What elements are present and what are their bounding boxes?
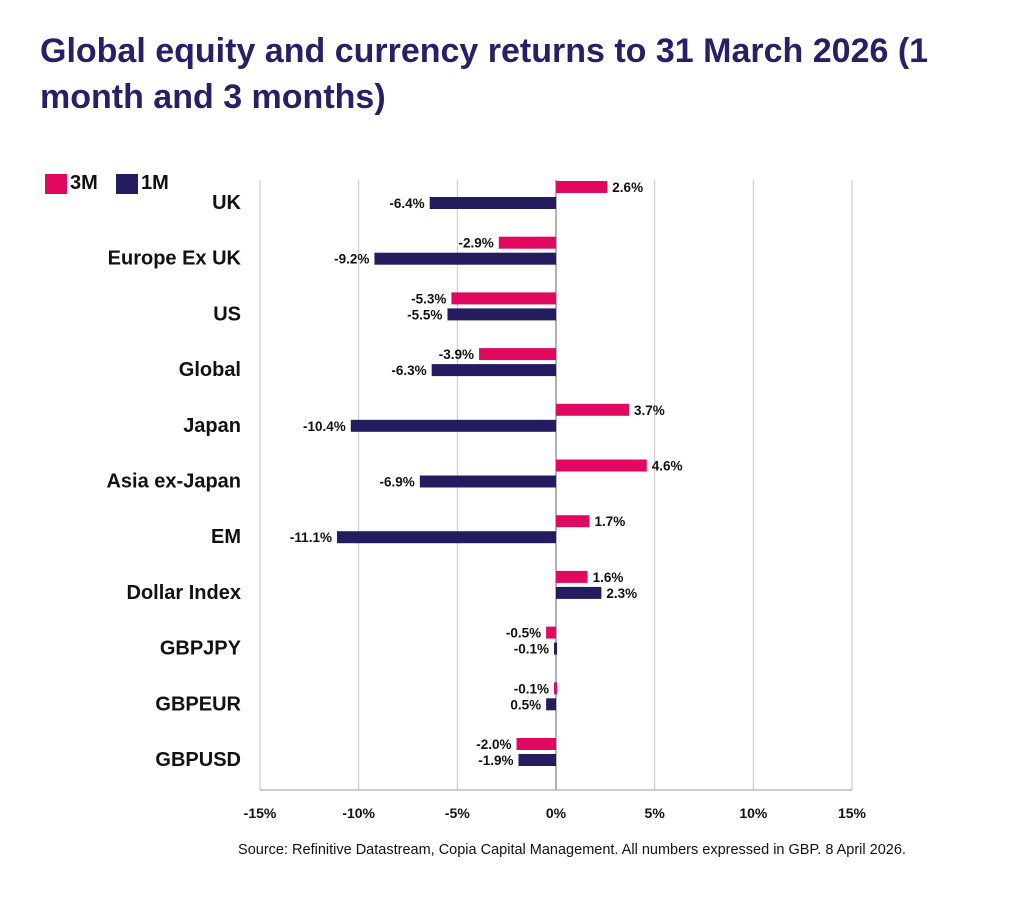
data-label-1m: 0.5% [510,697,541,712]
category-label: UK [212,192,241,214]
bar-1m [350,419,556,432]
category-label: Asia ex-Japan [106,471,241,493]
x-tick-label: 10% [739,805,768,821]
data-label-3m: 1.7% [595,514,626,529]
category-label: Global [179,359,241,381]
data-label-1m: -6.3% [391,363,426,378]
data-label-3m: 4.6% [652,459,683,474]
data-label-1m: 2.3% [606,586,637,601]
category-label: Europe Ex UK [108,248,242,270]
category-label: GBPEUR [155,693,241,715]
legend-label-3m: 3M [70,172,98,194]
source-note: Source: Refinitive Datastream, Copia Cap… [238,842,906,858]
bar-3m [451,292,556,305]
bar-3m [498,236,556,249]
data-label-3m: -2.0% [476,737,511,752]
data-label-3m: 1.6% [593,570,624,585]
category-label: Dollar Index [127,582,241,604]
bar-3m [556,403,630,416]
x-tick-label: 5% [645,805,666,821]
chart-title: Global equity and currency returns to 31… [40,32,929,116]
data-label-3m: -0.5% [506,626,541,641]
data-label-3m: -2.9% [458,236,493,251]
bar-3m [556,181,608,193]
bar-1m [429,197,556,209]
bar-1m [374,252,556,265]
legend-swatch-1m [116,173,138,194]
data-label-3m: -0.1% [514,681,549,696]
data-label-3m: 3.7% [634,403,665,418]
bar-1m [556,586,602,599]
bar-1m [336,531,556,544]
x-tick-label: -10% [342,805,375,821]
x-tick-label: 15% [838,805,867,821]
bar-1m [554,642,558,655]
legend-item-1m: 1M [116,172,169,195]
legend-label-1m: 1M [141,172,169,194]
data-label-1m: -6.9% [380,475,415,490]
bar-3m [556,570,588,583]
data-label-3m: -3.9% [439,347,474,362]
data-label-1m: -9.2% [334,252,369,267]
data-label-1m: -6.4% [389,196,424,211]
category-label: GBPJPY [160,638,242,660]
category-label: Japan [183,415,241,437]
category-label: US [213,303,241,325]
data-label-1m: -1.9% [478,753,513,768]
x-tick-label: -5% [445,805,470,821]
bar-3m [556,515,590,528]
x-tick-label: 0% [546,805,567,821]
data-label-3m: 2.6% [612,180,643,195]
bar-3m [479,348,556,361]
x-tick-label: -15% [244,805,277,821]
data-label-3m: -5.3% [411,291,446,306]
data-label-1m: -10.4% [303,419,346,434]
data-label-1m: -0.1% [514,642,549,657]
bar-3m [516,738,556,750]
bar-1m [546,698,556,711]
legend-item-3m: 3M [45,172,98,195]
bar-1m [447,308,556,321]
bar-3m [554,682,558,695]
bar-3m [546,626,556,639]
bar-1m [431,364,556,377]
data-label-1m: -5.5% [407,307,442,322]
bar-1m [518,754,556,766]
bar-1m [419,475,556,488]
category-label: EM [211,526,241,548]
data-label-1m: -11.1% [290,530,332,545]
bar-3m [556,459,647,472]
legend-swatch-3m [45,173,67,194]
category-label: GBPUSD [155,749,241,771]
